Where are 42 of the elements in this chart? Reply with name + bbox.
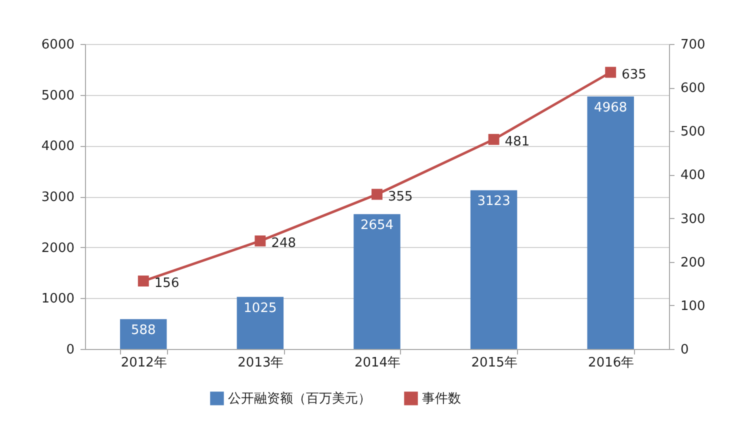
x-tick-label: 2013年 bbox=[238, 356, 284, 370]
data-label: 156 bbox=[154, 276, 180, 292]
y-tick-label: 1000 bbox=[41, 292, 74, 307]
legend-label: 事件数 bbox=[422, 391, 461, 406]
y-tick-label: 3000 bbox=[41, 190, 74, 205]
legend-label: 公开融资额（百万美元） bbox=[228, 390, 371, 406]
point bbox=[138, 276, 149, 287]
bar bbox=[236, 296, 284, 349]
data-label: 588 bbox=[130, 323, 156, 338]
y-tick-label: 0 bbox=[66, 342, 74, 358]
y-tick-label: 4000 bbox=[41, 139, 74, 154]
point bbox=[605, 66, 616, 78]
point bbox=[254, 235, 266, 246]
data-label: 635 bbox=[622, 67, 646, 82]
data-label: 4968 bbox=[594, 100, 628, 116]
y2-tick-label: 500 bbox=[680, 124, 706, 140]
x-tick-label: 2014年 bbox=[354, 356, 401, 370]
x-tick-label: 2016年 bbox=[588, 356, 634, 370]
y2-tick-label: 600 bbox=[680, 81, 706, 96]
point bbox=[488, 134, 500, 145]
point bbox=[372, 188, 382, 200]
y-tick-label: 6000 bbox=[41, 38, 74, 52]
data-label: 248 bbox=[271, 236, 296, 251]
x-tick-label: 2012年 bbox=[120, 356, 167, 370]
bar bbox=[470, 190, 518, 349]
y2-tick-label: 200 bbox=[680, 255, 706, 270]
data-label: 2654 bbox=[360, 218, 394, 234]
y-tick-label: 5000 bbox=[41, 88, 74, 104]
data-label: 1025 bbox=[244, 300, 277, 316]
data-label: 355 bbox=[388, 189, 413, 204]
y2-tick-label: 300 bbox=[680, 212, 706, 227]
bar bbox=[354, 214, 400, 349]
y2-tick-label: 400 bbox=[680, 168, 706, 184]
data-label: 481 bbox=[504, 134, 530, 150]
data-label: 3123 bbox=[477, 194, 510, 210]
bar bbox=[587, 96, 634, 349]
bar bbox=[120, 319, 167, 349]
y2-tick-label: 700 bbox=[680, 38, 706, 52]
y2-tick-label: 100 bbox=[680, 298, 706, 314]
y-tick-label: 2000 bbox=[41, 240, 74, 256]
x-tick-label: 2015年 bbox=[471, 356, 518, 370]
y2-tick-label: 0 bbox=[680, 342, 689, 358]
